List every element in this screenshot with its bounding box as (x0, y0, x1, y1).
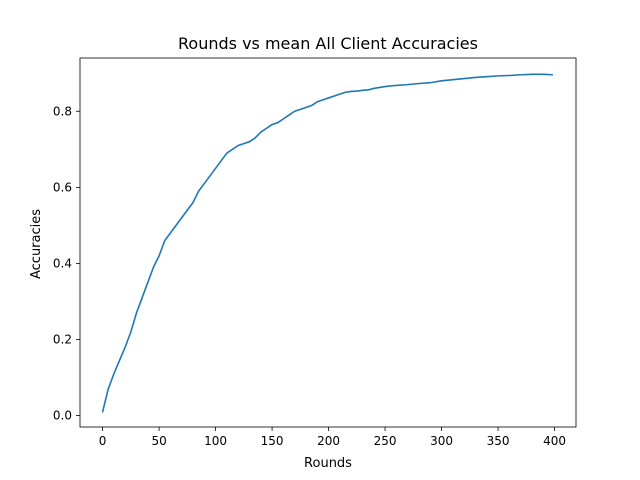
y-tick-label: 0.4 (53, 256, 72, 270)
x-tick-label: 400 (543, 434, 566, 448)
x-tick-label: 0 (99, 434, 107, 448)
x-tick-label: 100 (204, 434, 227, 448)
x-tick-label: 150 (261, 434, 284, 448)
y-tick-label: 0.2 (53, 333, 72, 347)
plot-area: 0 50 100 150 200 250 300 350 400 0.0 0.2 0.4 0.6 0.8 (53, 57, 577, 448)
series-line-0 (101, 73, 554, 413)
x-axis-label: Rounds (304, 456, 352, 471)
x-tick-label: 250 (374, 434, 397, 448)
y-axis-label: Accuracies (29, 209, 44, 279)
axes-frame (79, 57, 577, 428)
chart-title: Rounds vs mean All Client Accuracies (178, 34, 478, 53)
x-tick-label: 200 (317, 434, 340, 448)
y-tick-label: 0.6 (53, 180, 72, 194)
y-tick-label: 0.0 (53, 409, 72, 423)
y-tick-label: 0.8 (53, 104, 72, 118)
x-tick-label: 300 (430, 434, 453, 448)
x-tick-label: 50 (151, 434, 166, 448)
x-tick-label: 350 (487, 434, 510, 448)
